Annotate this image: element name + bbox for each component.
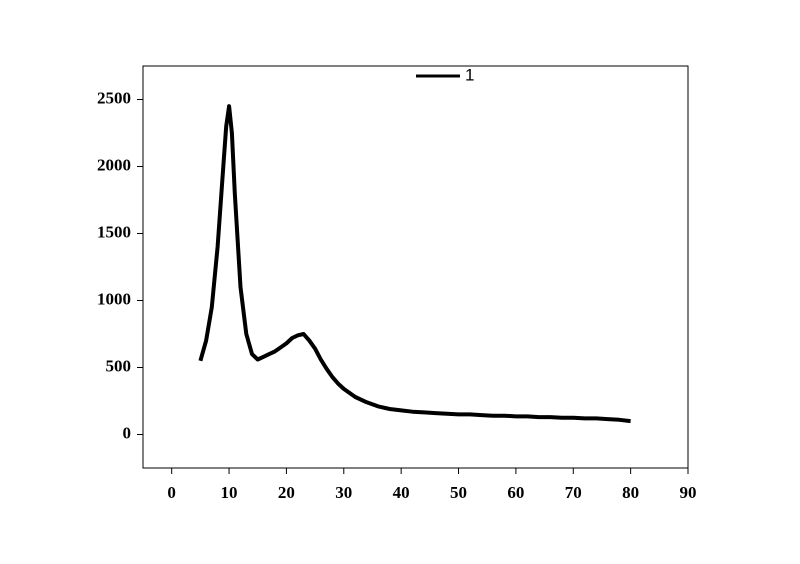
data-line [198,104,631,424]
x-tick-label: 60 [507,483,524,502]
plot-frame [142,65,689,469]
legend-label: 1 [465,65,474,84]
x-tick-label: 40 [393,483,410,502]
x-tick-label: 70 [565,483,582,502]
x-tick-label: 80 [622,483,639,502]
y-tick-label: 0 [123,423,132,442]
y-tick-label: 2500 [97,88,131,107]
y-tick-label: 1000 [97,289,131,308]
x-tick-label: 20 [278,483,295,502]
y-tick-label: 2000 [97,155,131,174]
x-tick-label: 10 [221,483,238,502]
x-tick-label: 0 [167,483,176,502]
y-tick-label: 1500 [97,222,131,241]
x-tick-label: 90 [680,483,697,502]
x-tick-label: 30 [335,483,352,502]
x-tick-label: 50 [450,483,467,502]
y-tick-label: 500 [106,356,132,375]
